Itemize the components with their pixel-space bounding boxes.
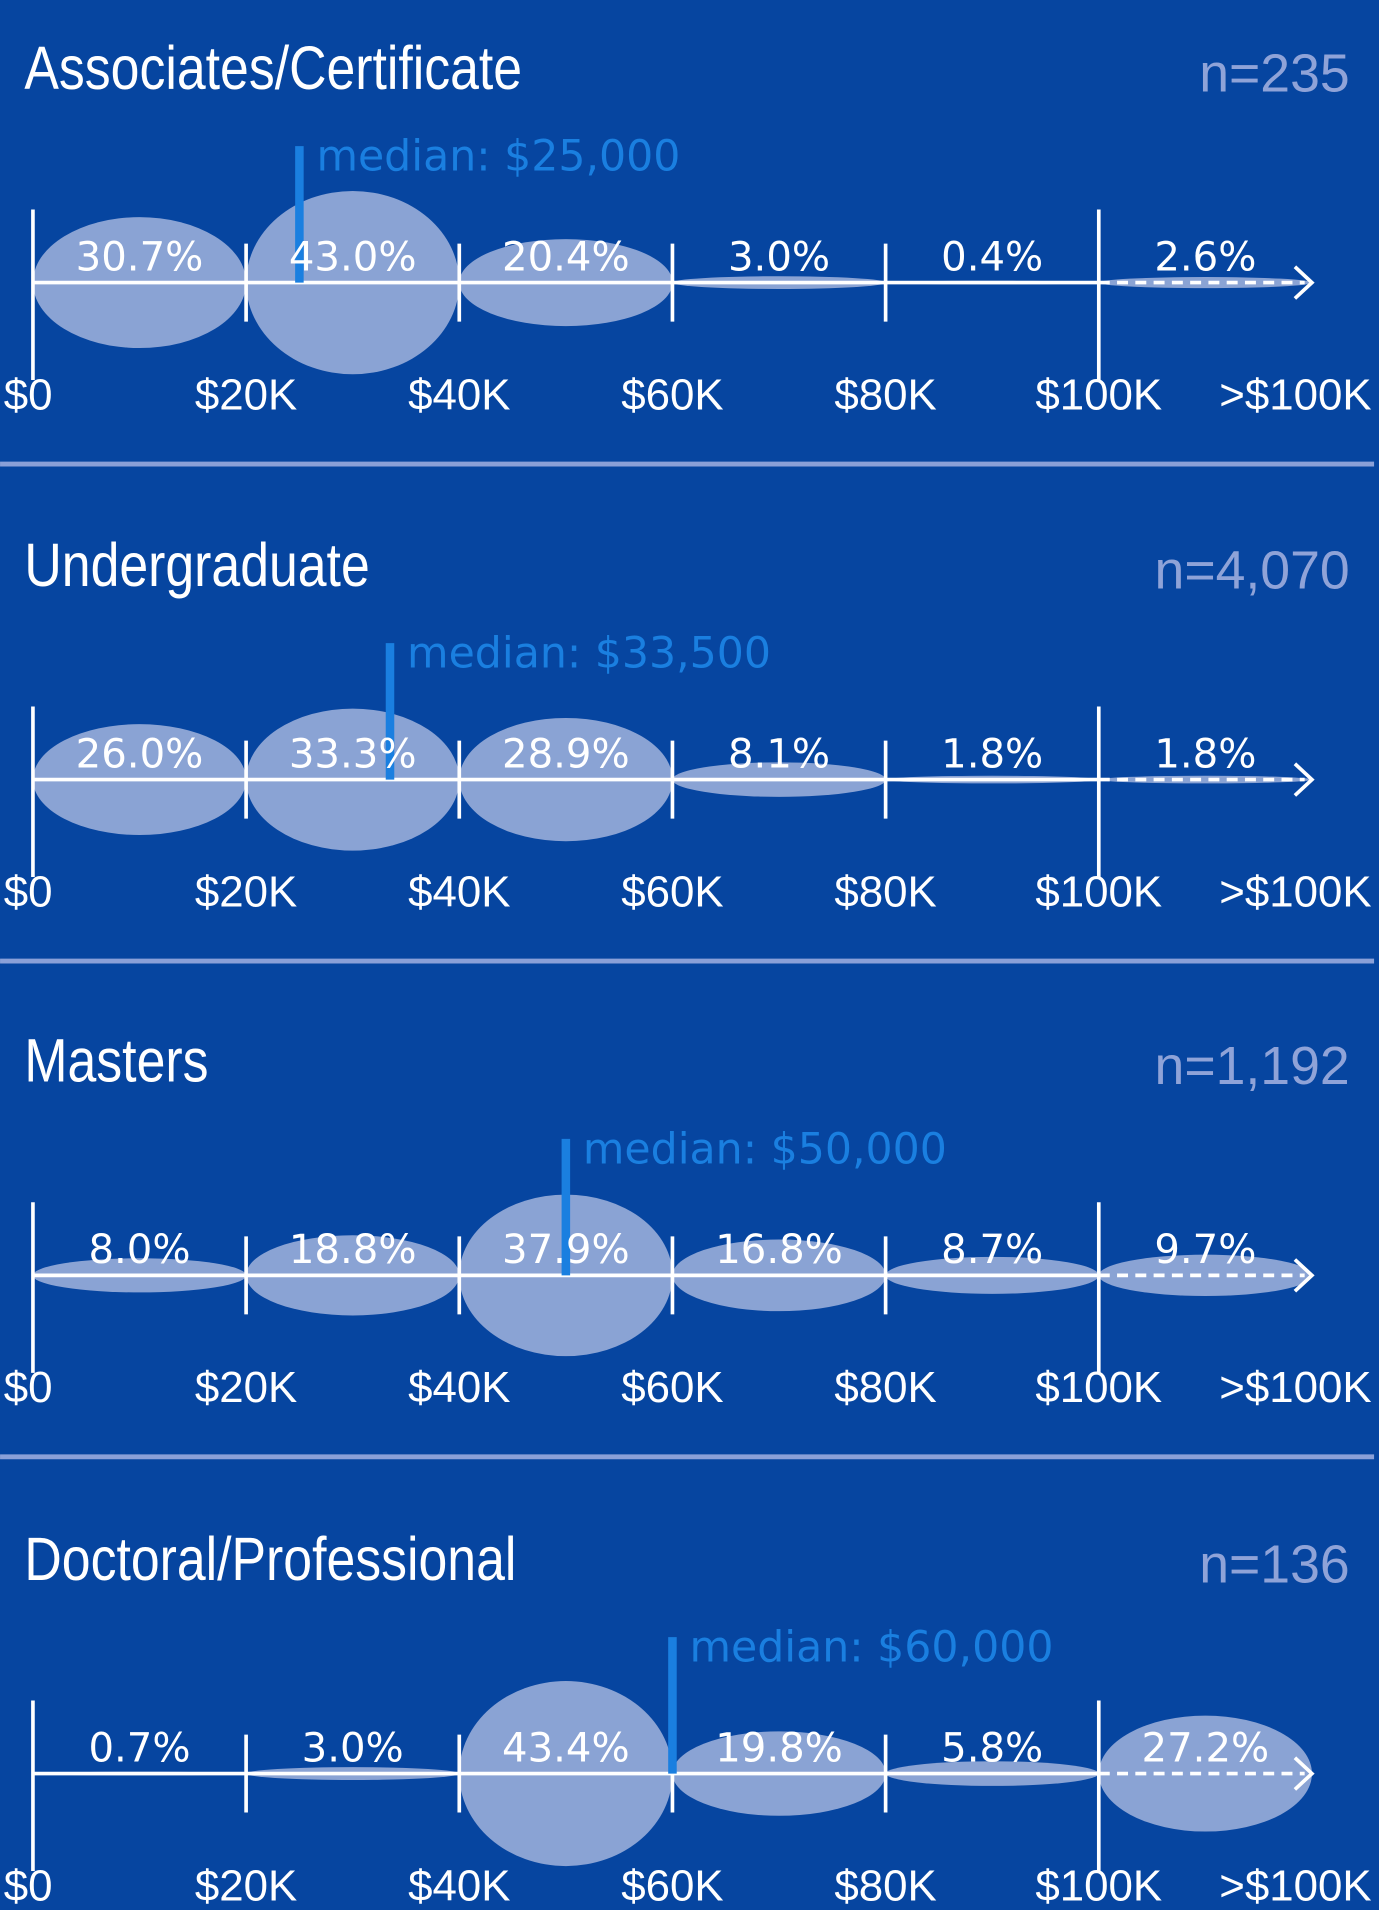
value-label: 19.8% [715,1725,843,1771]
value-label: 3.0% [302,1725,404,1771]
x-tick-label: $80K [834,867,936,916]
value-label: 0.7% [88,1725,190,1771]
sample-size: n=4,070 [1155,540,1350,600]
value-label: 8.1% [728,731,830,777]
sample-size: n=136 [1199,1534,1349,1594]
sample-size: n=235 [1199,43,1349,103]
x-tick-label: $40K [408,370,510,419]
value-label: 16.8% [715,1227,843,1273]
x-tick-label: $60K [621,867,723,916]
bubble [1098,1715,1312,1832]
value-label: 33.3% [289,731,417,777]
value-label: 30.7% [76,234,204,280]
value-label: 8.7% [941,1227,1043,1273]
bubble [1098,1254,1312,1297]
x-tick-label: $60K [621,370,723,419]
bubble [1098,775,1312,784]
value-label: 43.4% [502,1725,630,1771]
median-label: median: $25,000 [316,132,680,182]
value-label: 1.8% [941,731,1043,777]
value-label: 28.9% [502,731,630,777]
value-label: 18.8% [289,1227,417,1273]
x-tick-label: $60K [621,1861,723,1910]
axis-arrow [1293,1756,1315,1791]
x-tick-label: $80K [834,1861,936,1910]
x-tick-label: $100K [1035,1861,1162,1910]
value-label: 9.7% [1154,1227,1256,1273]
x-tick-label: $0 [4,1861,53,1910]
x-tick-label: $60K [621,1363,723,1412]
x-tick-label: $100K [1035,867,1162,916]
value-label: 26.0% [76,731,204,777]
value-label: 20.4% [502,234,630,280]
x-tick-label: $80K [834,370,936,419]
x-tick-label: $0 [4,1363,53,1412]
median-label: median: $50,000 [583,1124,947,1174]
x-tick-label: $40K [408,867,510,916]
panel-title: Doctoral/Professional [24,1525,516,1593]
x-tick-label: $100K [1035,370,1162,419]
value-label: 37.9% [502,1227,630,1273]
x-tick-label: $40K [408,1861,510,1910]
x-tick-label: $0 [4,370,53,419]
value-label: 0.4% [941,234,1043,280]
x-tick-label: $20K [195,370,297,419]
x-tick-label: $20K [195,867,297,916]
x-tick-label: $0 [4,867,53,916]
x-tick-label: $80K [834,1363,936,1412]
value-label: 43.0% [289,234,417,280]
x-tick-label: >$100K [1219,1363,1371,1412]
value-label: 2.6% [1154,234,1256,280]
x-tick-label: $40K [408,1363,510,1412]
x-tick-label: $20K [195,1861,297,1910]
value-label: 3.0% [728,234,830,280]
panel-title: Associates/Certificate [24,34,522,102]
x-tick-label: $20K [195,1363,297,1412]
bubble [1098,277,1312,289]
x-tick-label: $100K [1035,1363,1162,1412]
x-tick-label: >$100K [1219,370,1371,419]
value-label: 8.0% [88,1227,190,1273]
x-tick-label: >$100K [1219,1861,1371,1910]
panel-title: Masters [24,1027,208,1095]
axis-arrow [1293,265,1315,300]
median-label: median: $33,500 [407,629,771,679]
axis-arrow [1293,762,1315,797]
sample-size: n=1,192 [1155,1036,1350,1096]
panel-title: Undergraduate [24,531,369,599]
axis-arrow [1293,1258,1315,1293]
x-tick-label: >$100K [1219,867,1371,916]
value-label: 5.8% [941,1725,1043,1771]
median-label: median: $60,000 [690,1623,1054,1673]
value-label: 1.8% [1154,731,1256,777]
value-label: 27.2% [1142,1725,1270,1771]
